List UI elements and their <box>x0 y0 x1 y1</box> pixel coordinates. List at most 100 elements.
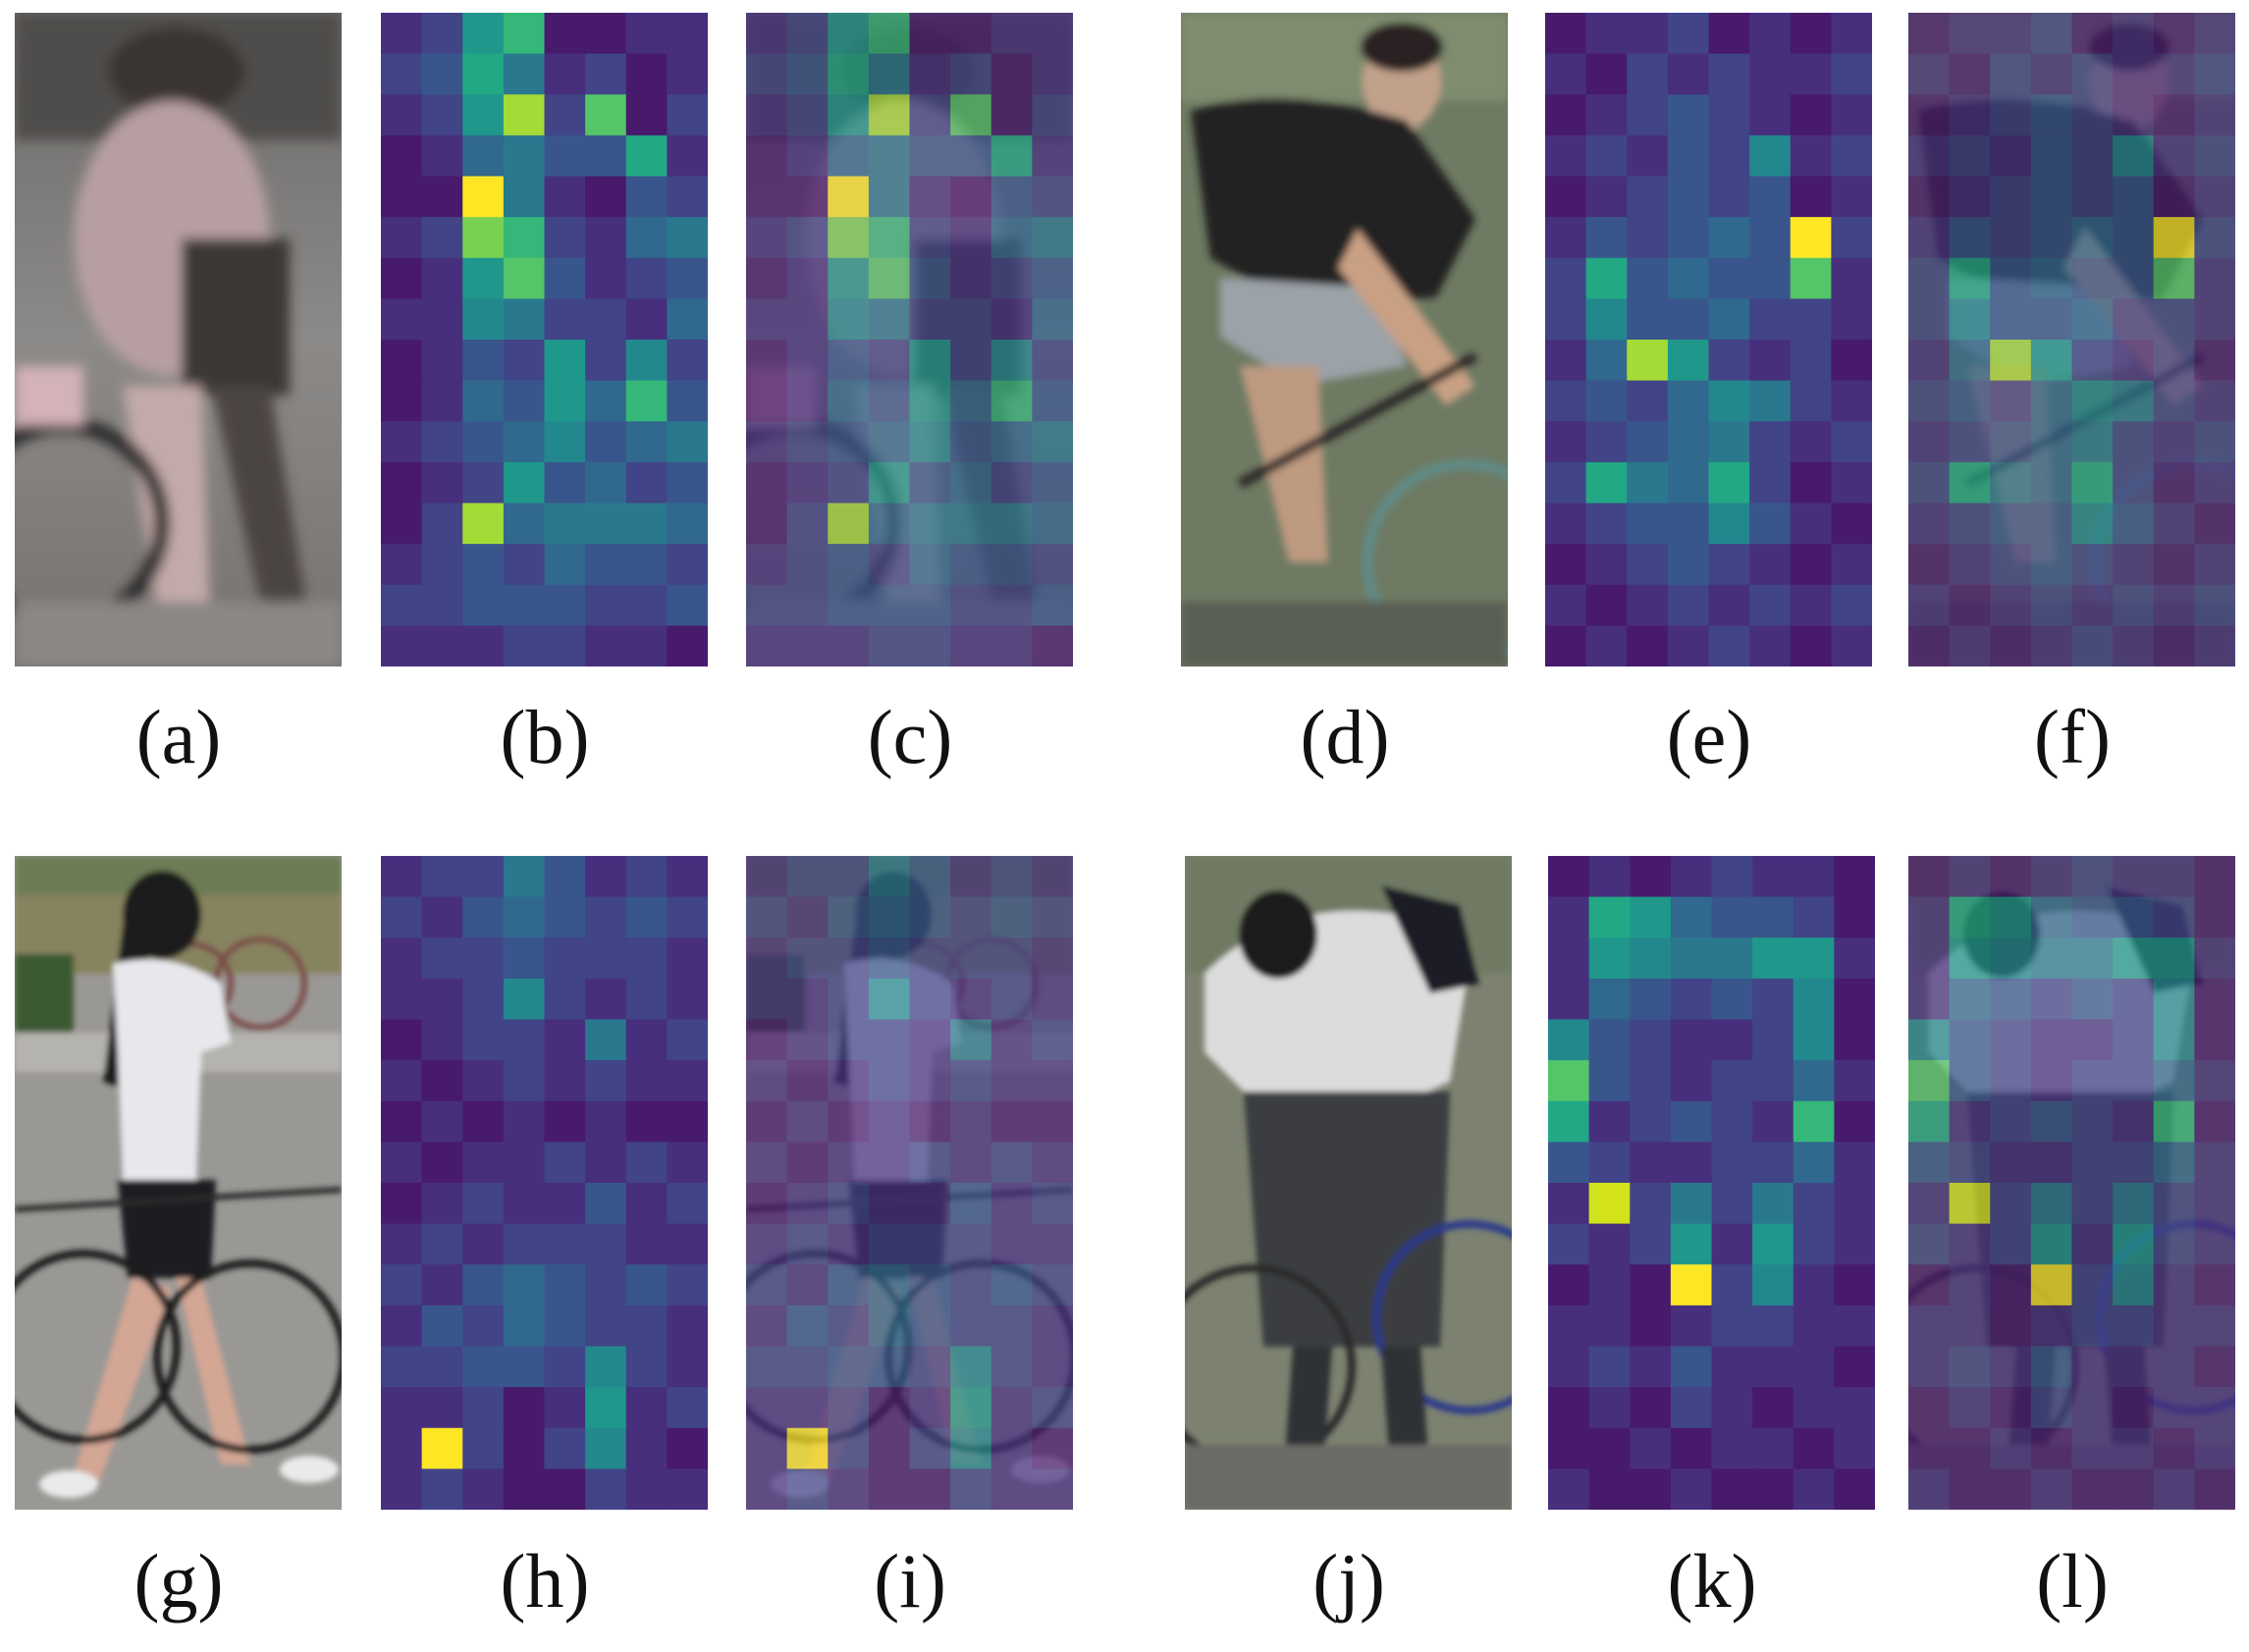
heatmap-cell <box>462 584 505 627</box>
heatmap-cell <box>1908 380 1951 423</box>
heatmap-cell <box>950 257 992 300</box>
heatmap-cell <box>2030 13 2073 55</box>
heatmap-cell <box>585 625 627 666</box>
heatmap-cell <box>1908 896 1951 939</box>
heatmap-cell <box>950 340 992 382</box>
heatmap-cell <box>1711 978 1753 1021</box>
heatmap-cell <box>1627 544 1669 586</box>
heatmap-cell <box>950 856 992 898</box>
heatmap-cell <box>544 134 586 178</box>
heatmap-cell <box>1990 1264 2032 1306</box>
heatmap-cell <box>950 1468 992 1510</box>
heatmap-cell <box>828 1387 870 1429</box>
heatmap-cell <box>868 1305 911 1348</box>
heatmap-cell <box>421 1100 464 1144</box>
heatmap-cell <box>667 896 708 939</box>
heatmap-cell <box>746 1223 788 1266</box>
heatmap-cell <box>2153 340 2196 382</box>
heatmap-cell <box>1949 1305 1992 1348</box>
heatmap-cell <box>544 340 586 382</box>
heatmap-cell <box>2030 1387 2073 1429</box>
heatmap-cell <box>786 625 830 666</box>
heatmap-cell <box>2071 937 2114 980</box>
heatmap-cell <box>950 503 992 545</box>
heatmap-cell <box>1032 13 1073 55</box>
heatmap-cell <box>1752 1427 1794 1470</box>
heatmap-cell <box>667 937 708 980</box>
heatmap-cell <box>625 1100 669 1144</box>
photo-blurry-person-with-bicycle <box>15 13 342 666</box>
heatmap-cell <box>868 544 911 586</box>
heatmap-cell <box>421 1264 464 1306</box>
heatmap-cell <box>421 1060 464 1102</box>
heatmap-cell <box>950 1427 992 1470</box>
heatmap-cell <box>786 53 830 96</box>
panel-e-heatmap <box>1545 13 1872 666</box>
heatmap-cell <box>991 1100 1034 1144</box>
heatmap-cell <box>828 13 870 55</box>
heatmap-cell <box>381 978 423 1021</box>
heatmap-cell <box>503 1100 546 1144</box>
heatmap-cell <box>786 298 830 341</box>
heatmap-cell <box>667 134 708 178</box>
heatmap-cell <box>2113 134 2155 178</box>
heatmap-cell <box>746 503 788 545</box>
heatmap-cell <box>909 896 951 939</box>
heatmap-cell <box>1667 584 1710 627</box>
heatmap-cell <box>1548 1100 1590 1144</box>
heatmap-cell <box>2153 1223 2196 1266</box>
overlay-c <box>746 13 1073 666</box>
heatmap-cell <box>828 1305 870 1348</box>
heatmap-cell <box>2153 176 2196 218</box>
heatmap-cell <box>585 94 627 136</box>
heatmap-cell <box>1790 217 1833 259</box>
heatmap-cell <box>1990 1223 2032 1266</box>
heatmap-cell <box>1831 625 1872 666</box>
heatmap-cell <box>746 53 788 96</box>
heatmap-cell <box>381 937 423 980</box>
heatmap-cell <box>746 298 788 341</box>
heatmap-cell <box>1032 1387 1073 1429</box>
heatmap-cell <box>2194 1305 2235 1348</box>
heatmap-cell <box>786 937 830 980</box>
heatmap-cell <box>1670 1427 1713 1470</box>
heatmap-cell <box>1545 176 1587 218</box>
heatmap-cell <box>421 1387 464 1429</box>
heatmap-cell <box>625 134 669 178</box>
heatmap-cell <box>786 1060 830 1102</box>
caption-g: (g) <box>134 1538 224 1624</box>
heatmap-cell <box>1752 1223 1794 1266</box>
heatmap-cell <box>2030 380 2073 423</box>
heatmap-cell <box>1949 1346 1992 1388</box>
heatmap-cell <box>1627 257 1669 300</box>
heatmap-cell <box>2071 94 2114 136</box>
caption-f: (f) <box>2034 694 2111 779</box>
heatmap-cell <box>1949 1100 1992 1144</box>
heatmap-cell <box>786 503 830 545</box>
heatmap-cell <box>667 1427 708 1470</box>
heatmap-cell <box>828 176 870 218</box>
heatmap-cell <box>1949 1427 1992 1470</box>
heatmap-cell <box>667 217 708 259</box>
heatmap-cell <box>1949 1223 1992 1266</box>
heatmap-cell <box>1627 461 1669 505</box>
heatmap-cell <box>503 340 546 382</box>
heatmap-cell <box>1032 53 1073 96</box>
heatmap-cell <box>544 53 586 96</box>
heatmap-cell <box>1627 625 1669 666</box>
panel-g-photo <box>15 856 342 1510</box>
heatmap-cell <box>2113 896 2155 939</box>
heatmap-cell <box>1834 1183 1875 1225</box>
heatmap-cell <box>1585 176 1629 218</box>
heatmap-cell <box>503 13 546 55</box>
heatmap-cell <box>746 896 788 939</box>
heatmap-cell <box>585 340 627 382</box>
heatmap-cell <box>991 1387 1034 1429</box>
heatmap-cell <box>1834 856 1875 898</box>
heatmap-cell <box>503 176 546 218</box>
heatmap-cell <box>625 1019 669 1061</box>
heatmap-cell <box>381 896 423 939</box>
heatmap-cell <box>1908 461 1951 505</box>
heatmap-cell <box>1949 217 1992 259</box>
heatmap-cell <box>1793 1305 1836 1348</box>
